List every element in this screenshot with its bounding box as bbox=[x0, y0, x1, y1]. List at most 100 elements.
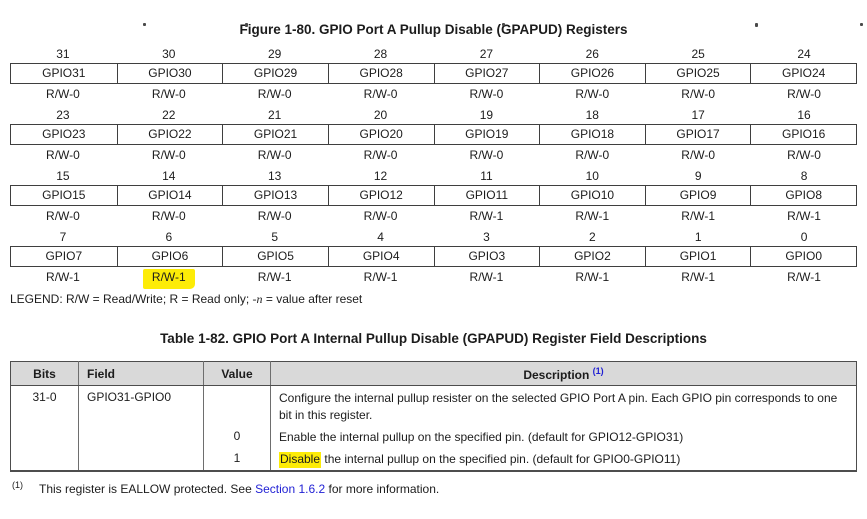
register-field-cell: GPIO19 bbox=[433, 125, 540, 144]
footnote-number: (1) bbox=[12, 480, 23, 491]
bit-number-cell: 5 bbox=[271, 230, 279, 244]
register-field-cell: GPIO18 bbox=[539, 125, 645, 144]
bit-number-cell: 24 bbox=[797, 47, 811, 61]
description-cell: Configure the internal pullup resister o… bbox=[270, 385, 857, 427]
bit-number-cell: 23 bbox=[56, 108, 70, 122]
access-value-cell: R/W-0 bbox=[151, 209, 186, 223]
field-row: GPIO7 GPIO6 GPIO5 GPIO4 GPIO3 GPIO2 GPIO1 GPIO0 bbox=[10, 246, 857, 267]
text-fragment bbox=[860, 23, 863, 26]
register-field-cell: GPIO7 bbox=[45, 249, 83, 263]
access-value-cell: R/W-0 bbox=[681, 148, 716, 162]
register-field-cell: GPIO8 bbox=[750, 186, 856, 205]
register-field-cell: GPIO16 bbox=[750, 125, 856, 144]
legend-italic-n: -n bbox=[252, 292, 263, 306]
register-field-cell: GPIO1 bbox=[644, 247, 751, 266]
access-value-cell: R/W-0 bbox=[46, 209, 80, 223]
access-value-cell: R/W-0 bbox=[681, 87, 716, 101]
register-bitfield-figure: 31 30 29 28 27 26 25 24 GPIO31 GPIO30 GPIO29 GPIO28… bbox=[10, 45, 857, 289]
access-value-cell: R/W-1 bbox=[116, 267, 222, 289]
text-fragment bbox=[755, 23, 758, 27]
access-value-cell: R/W-1 bbox=[469, 270, 504, 284]
bit-number-cell: 28 bbox=[373, 47, 388, 61]
access-value-cell: R/W-1 bbox=[46, 270, 80, 284]
text-fragment bbox=[502, 23, 505, 26]
register-field-cell: GPIO30 bbox=[116, 64, 223, 83]
bit-number-cell: 27 bbox=[479, 47, 494, 61]
table-title: Table 1-82. GPIO Port A Internal Pullup … bbox=[160, 331, 707, 346]
register-field-cell: GPIO27 bbox=[433, 64, 540, 83]
field-row: GPIO23 GPIO22 GPIO21 GPIO20 GPIO19 GPIO18 GPIO… bbox=[10, 124, 857, 145]
bit-number-cell: 30 bbox=[162, 47, 176, 61]
register-field-cell: GPIO2 bbox=[539, 247, 645, 266]
access-value-cell: R/W-1 bbox=[681, 209, 716, 223]
register-field-cell: GPIO22 bbox=[116, 125, 223, 144]
register-row-group: 31 30 29 28 27 26 25 24 GPIO31 GPIO30 GPIO29 GPIO28… bbox=[10, 45, 857, 106]
bit-number-cell: 1 bbox=[694, 230, 702, 244]
register-field-cell: GPIO11 bbox=[433, 186, 540, 205]
access-value-cell: R/W-1 bbox=[469, 209, 504, 223]
bit-number-cell: 17 bbox=[691, 108, 705, 122]
bit-number-cell: 4 bbox=[377, 230, 384, 244]
legend-text: LEGEND: R/W = Read/Write; R = Read only; bbox=[10, 292, 253, 306]
table-row: 0 Enable the internal pullup on the spec… bbox=[11, 426, 857, 449]
value-cell bbox=[203, 385, 271, 427]
figure-title: Figure 1-80. GPIO Port A Pullup Disable … bbox=[239, 22, 628, 37]
description-cell: Enable the internal pullup on the specif… bbox=[270, 426, 857, 449]
bit-number-cell: 0 bbox=[800, 230, 808, 244]
register-field-cell: GPIO23 bbox=[42, 127, 86, 141]
bit-number-cell: 25 bbox=[691, 47, 705, 61]
bit-number-cell: 29 bbox=[268, 47, 282, 61]
access-row: R/W-0 R/W-0 R/W-0 R/W-0 R/W-0 R/W-0 R/W-0 R/W-0 bbox=[10, 145, 857, 167]
access-row: R/W-0 R/W-0 R/W-0 R/W-0 R/W-0 R/W-0 R/W-0 R/W-0 bbox=[10, 84, 857, 106]
access-value-cell: R/W-1 bbox=[575, 270, 610, 284]
bit-number-cell: 9 bbox=[694, 169, 702, 183]
field-description-table: Bits Field Value Description (1) 31-0 GP… bbox=[10, 361, 857, 473]
footnote-ref-icon[interactable]: (1) bbox=[592, 365, 604, 376]
highlighted-word: Disable bbox=[279, 451, 322, 468]
bit-number-cell: 2 bbox=[588, 230, 596, 244]
section-link[interactable]: Section 1.6.2 bbox=[255, 482, 326, 497]
access-value-cell: R/W-0 bbox=[787, 148, 821, 162]
access-value-cell: R/W-0 bbox=[363, 209, 398, 223]
cropped-text-line bbox=[0, 22, 867, 28]
value-cell: 1 bbox=[203, 448, 271, 472]
table-header-row: Bits Field Value Description (1) bbox=[10, 361, 857, 386]
bits-row: 31 30 29 28 27 26 25 24 bbox=[10, 45, 857, 63]
access-value-cell: R/W-0 bbox=[257, 148, 292, 162]
access-value-cell: R/W-0 bbox=[469, 148, 504, 162]
access-value-cell: R/W-0 bbox=[575, 148, 610, 162]
legend-text: = value after reset bbox=[262, 292, 363, 306]
bit-number-cell: 13 bbox=[268, 169, 282, 183]
header-description-label: Description bbox=[523, 367, 590, 382]
access-value-cell: R/W-1 bbox=[787, 270, 821, 284]
register-field-cell: GPIO25 bbox=[644, 64, 751, 83]
access-value-cell: R/W-0 bbox=[46, 148, 80, 162]
register-field-cell: GPIO12 bbox=[327, 186, 434, 205]
register-field-cell: GPIO24 bbox=[750, 64, 856, 83]
register-row-group: 15 14 13 12 11 10 9 8 GPIO15 GPIO14 GPIO13 GPIO12 GP… bbox=[10, 167, 857, 228]
register-field-cell: GPIO26 bbox=[539, 64, 645, 83]
figure-legend: LEGEND: R/W = Read/Write; R = Read only;… bbox=[10, 292, 867, 307]
register-field-cell: GPIO4 bbox=[327, 247, 434, 266]
header-description: Description (1) bbox=[270, 361, 857, 386]
bit-number-cell: 7 bbox=[59, 230, 67, 244]
bit-number-cell: 11 bbox=[480, 169, 493, 183]
field-cell: GPIO31-GPIO0 bbox=[78, 385, 204, 472]
bit-number-cell: 8 bbox=[800, 169, 808, 183]
access-value-cell: R/W-0 bbox=[363, 87, 398, 101]
bit-number-cell: 26 bbox=[585, 47, 599, 61]
bit-number-cell: 20 bbox=[373, 108, 388, 122]
register-field-cell: GPIO6 bbox=[116, 247, 223, 266]
access-value-cell: R/W-0 bbox=[787, 87, 821, 101]
bit-number-cell: 19 bbox=[479, 108, 494, 122]
bits-row: 7 6 5 4 3 2 1 0 bbox=[10, 228, 857, 246]
register-field-cell: GPIO28 bbox=[327, 64, 434, 83]
access-value-cell: R/W-0 bbox=[151, 87, 186, 101]
register-field-cell: GPIO20 bbox=[327, 125, 434, 144]
access-value-cell: R/W-0 bbox=[46, 87, 80, 101]
bits-row: 23 22 21 20 19 18 17 16 bbox=[10, 106, 857, 124]
bit-number-cell: 15 bbox=[56, 169, 70, 183]
register-field-cell: GPIO10 bbox=[539, 186, 645, 205]
access-value-cell: R/W-1 bbox=[257, 270, 292, 284]
header-bits: Bits bbox=[10, 361, 79, 386]
